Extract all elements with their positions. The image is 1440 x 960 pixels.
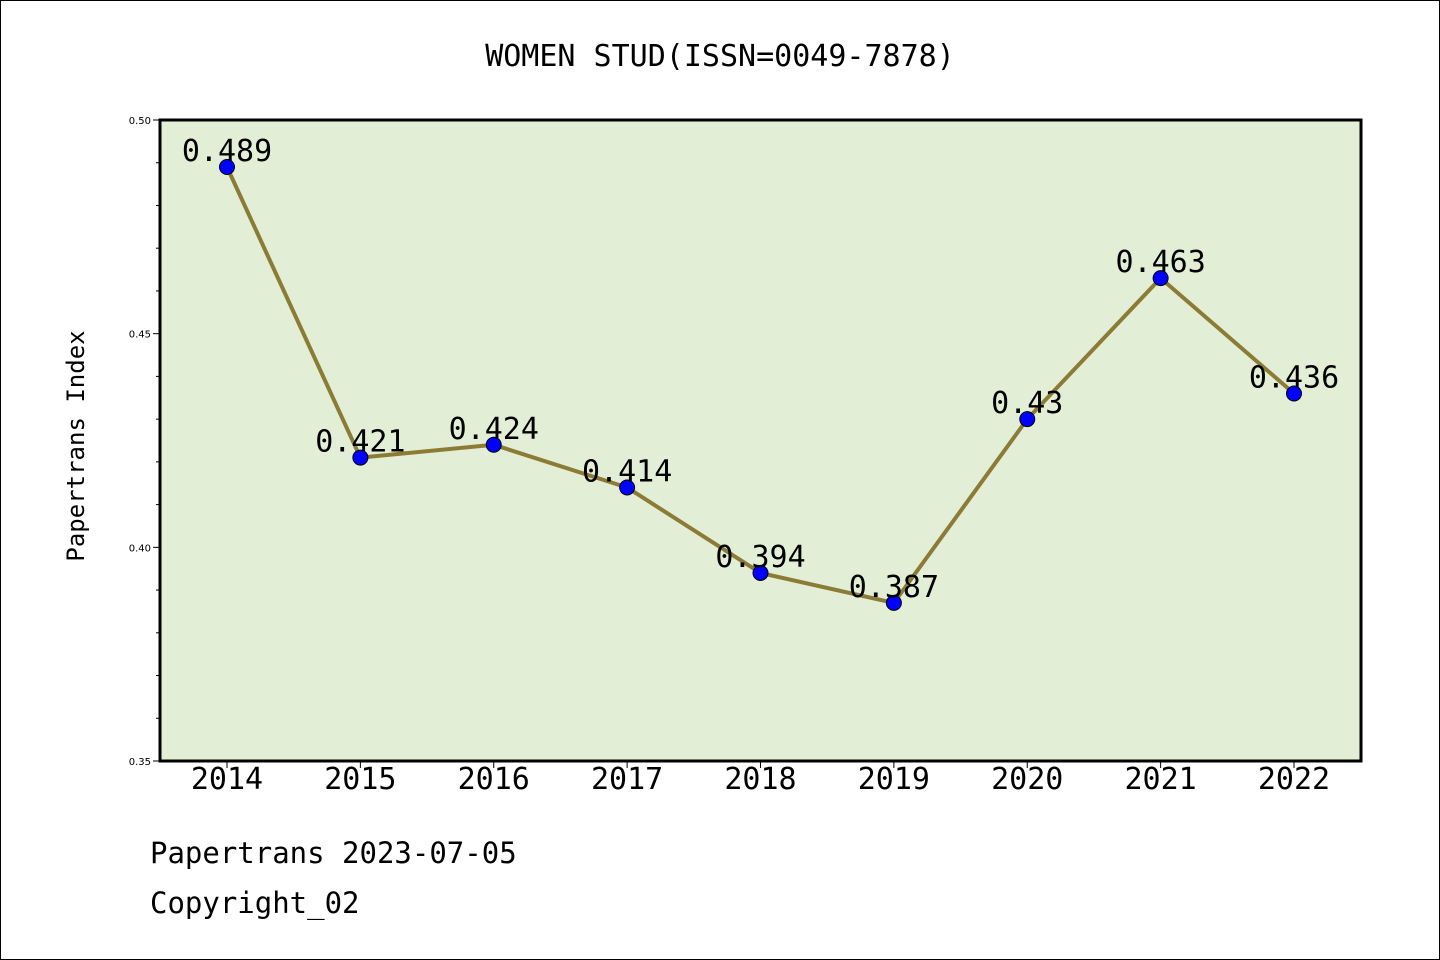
x-tick-label: 2017 xyxy=(591,762,663,797)
y-tick-label: 0.45 xyxy=(129,330,151,341)
x-tick-label: 2022 xyxy=(1258,762,1330,797)
data-label: 0.436 xyxy=(1249,360,1339,395)
plot-area xyxy=(158,118,1363,763)
y-tick-label: 0.50 xyxy=(129,116,151,127)
data-label: 0.463 xyxy=(1115,245,1205,280)
data-point xyxy=(219,159,235,176)
y-tick-label: 0.40 xyxy=(129,543,151,554)
x-axis-ticks: 2014 2015 2016 2017 2018 2019 2020 2021 2022 xyxy=(191,761,1330,797)
y-axis-ticks: 0.35 0.40 0.45 0.50 xyxy=(129,116,160,768)
data-point xyxy=(485,436,502,453)
x-tick-label: 2014 xyxy=(191,762,263,797)
series-line xyxy=(219,159,1302,611)
x-tick-label: 2018 xyxy=(724,762,796,797)
x-tick-label: 2021 xyxy=(1125,762,1197,797)
y-tick-label: 0.35 xyxy=(129,757,151,768)
x-tick-label: 2020 xyxy=(991,762,1063,797)
data-point xyxy=(619,479,636,496)
data-point xyxy=(885,594,902,611)
x-tick-label: 2015 xyxy=(324,762,396,797)
data-label: 0.424 xyxy=(449,412,539,447)
data-label: 0.414 xyxy=(582,455,672,490)
data-label: 0.394 xyxy=(715,540,805,575)
data-label: 0.387 xyxy=(849,570,939,605)
data-label: 0.489 xyxy=(182,134,272,169)
data-point xyxy=(1019,411,1036,428)
chart-title: WOMEN STUD(ISSN=0049-7878) xyxy=(485,39,955,74)
data-point xyxy=(1286,385,1302,402)
footer-copyright: Copyright_02 xyxy=(150,886,360,920)
data-point xyxy=(352,449,369,466)
footer-source: Papertrans 2023-07-05 xyxy=(150,836,517,870)
y-axis-label: Papertrans Index xyxy=(62,330,90,561)
data-point xyxy=(752,564,769,581)
x-tick-label: 2016 xyxy=(458,762,530,797)
data-label: 0.43 xyxy=(991,386,1063,421)
data-label: 0.421 xyxy=(315,425,405,460)
data-point xyxy=(1152,270,1169,287)
x-tick-label: 2019 xyxy=(858,762,930,797)
data-labels: 0.489 0.421 0.424 0.414 0.394 0.387 0.43 0.463 0… xyxy=(182,134,1339,605)
